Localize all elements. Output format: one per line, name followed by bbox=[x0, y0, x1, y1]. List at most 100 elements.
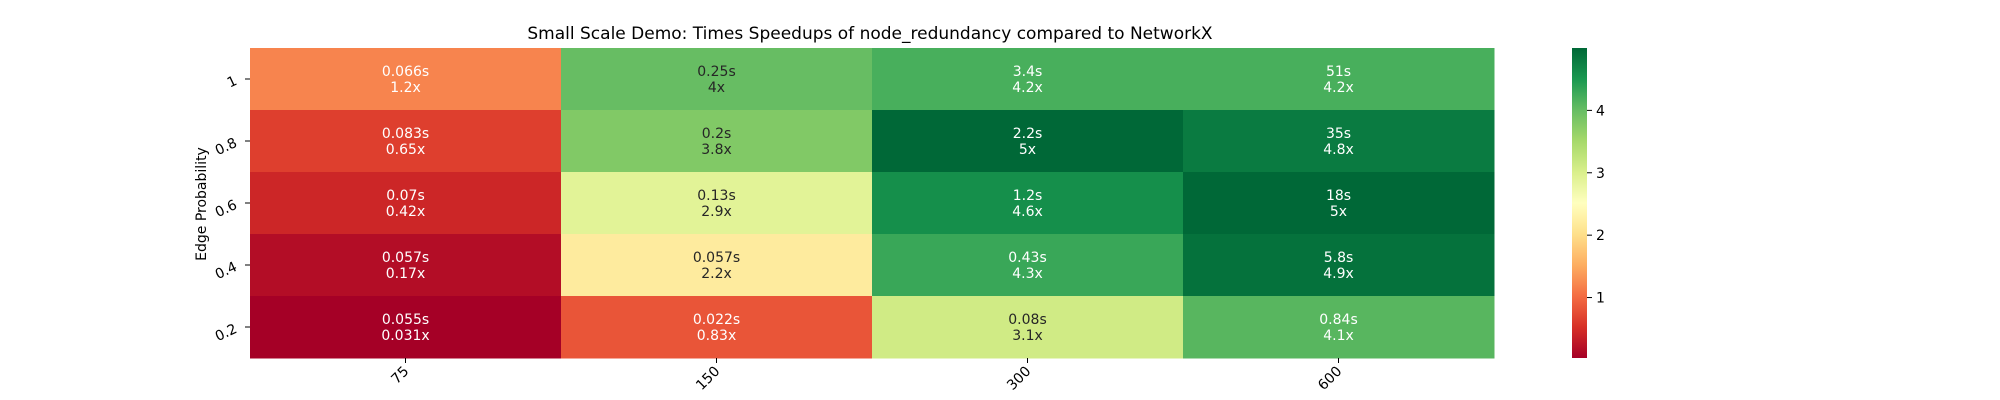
x-axis-ticks: 75 150 300 600 bbox=[388, 358, 1345, 394]
cell-speedup-label: 1.2x bbox=[390, 80, 421, 96]
cell-speedup-label: 4.9x bbox=[1323, 266, 1354, 282]
heatmap-cell-rect bbox=[872, 172, 1184, 235]
cell-time-label: 0.07s bbox=[386, 188, 424, 204]
colorbar: 1 2 3 4 bbox=[1572, 48, 1605, 358]
heatmap-cell: 3.4s4.2x bbox=[872, 48, 1184, 111]
heatmap-cell-rect bbox=[250, 110, 562, 173]
cell-time-label: 5.8s bbox=[1324, 250, 1354, 266]
colorbar-tick-label: 4 bbox=[1596, 103, 1605, 119]
cell-time-label: 0.84s bbox=[1319, 312, 1357, 328]
heatmap-cell: 0.2s3.8x bbox=[561, 110, 873, 173]
cell-time-label: 0.2s bbox=[702, 126, 732, 142]
heatmap-cell-rect bbox=[250, 234, 562, 297]
cell-time-label: 0.13s bbox=[697, 188, 735, 204]
cell-time-label: 0.08s bbox=[1008, 312, 1046, 328]
cell-time-label: 2.2s bbox=[1013, 126, 1043, 142]
heatmap-cell-rect bbox=[1183, 172, 1495, 235]
x-tick-label: 300 bbox=[1004, 364, 1034, 394]
colorbar-gradient bbox=[1572, 48, 1587, 358]
cell-speedup-label: 4.1x bbox=[1323, 328, 1354, 344]
heatmap-cells: 0.066s1.2x0.25s4x3.4s4.2x51s4.2x0.083s0.… bbox=[250, 48, 1495, 359]
cell-speedup-label: 5x bbox=[1330, 204, 1347, 220]
heatmap-cell-rect bbox=[561, 110, 873, 173]
cell-speedup-label: 4x bbox=[708, 80, 725, 96]
cell-speedup-label: 3.1x bbox=[1012, 328, 1043, 344]
colorbar-tick-label: 1 bbox=[1596, 291, 1605, 307]
cell-time-label: 0.066s bbox=[382, 64, 429, 80]
cell-time-label: 0.057s bbox=[382, 250, 429, 266]
cell-time-label: 0.083s bbox=[382, 126, 429, 142]
y-tick-label: 0.8 bbox=[213, 135, 240, 159]
x-tick-label: 150 bbox=[693, 364, 723, 394]
heatmap-cell-rect bbox=[872, 110, 1184, 173]
cell-time-label: 3.4s bbox=[1013, 64, 1043, 80]
heatmap-cell-rect bbox=[1183, 234, 1495, 297]
cell-speedup-label: 0.17x bbox=[386, 266, 425, 282]
heatmap-cell: 5.8s4.9x bbox=[1183, 234, 1495, 297]
heatmap-cell-rect bbox=[250, 296, 562, 359]
cell-speedup-label: 0.65x bbox=[386, 142, 425, 158]
heatmap-cell-rect bbox=[250, 172, 562, 235]
cell-time-label: 0.055s bbox=[382, 312, 429, 328]
cell-speedup-label: 5x bbox=[1019, 142, 1036, 158]
cell-time-label: 18s bbox=[1326, 188, 1351, 204]
heatmap-cell-rect bbox=[1183, 110, 1495, 173]
cell-time-label: 35s bbox=[1326, 126, 1351, 142]
x-tick-label: 75 bbox=[388, 364, 412, 388]
heatmap-cell-rect bbox=[872, 296, 1184, 359]
colorbar-tick-label: 3 bbox=[1596, 166, 1605, 182]
colorbar-tick-label: 2 bbox=[1596, 228, 1605, 244]
cell-speedup-label: 3.8x bbox=[701, 142, 732, 158]
heatmap-cell: 1.2s4.6x bbox=[872, 172, 1184, 235]
heatmap-cell-rect bbox=[561, 296, 873, 359]
y-tick-label: 0.6 bbox=[213, 197, 240, 221]
cell-time-label: 0.25s bbox=[697, 64, 735, 80]
x-tick-label: 600 bbox=[1315, 364, 1345, 394]
cell-speedup-label: 4.2x bbox=[1012, 80, 1043, 96]
heatmap-cell-rect bbox=[872, 234, 1184, 297]
heatmap-cell-rect bbox=[250, 48, 562, 111]
cell-speedup-label: 2.9x bbox=[701, 204, 732, 220]
y-tick-label: 0.2 bbox=[213, 321, 240, 345]
cell-speedup-label: 2.2x bbox=[701, 266, 732, 282]
cell-speedup-label: 4.6x bbox=[1012, 204, 1043, 220]
y-axis-label: Edge Probability bbox=[194, 147, 210, 261]
heatmap-cell-rect bbox=[561, 172, 873, 235]
cell-speedup-label: 4.8x bbox=[1323, 142, 1354, 158]
cell-speedup-label: 4.2x bbox=[1323, 80, 1354, 96]
cell-time-label: 51s bbox=[1326, 64, 1351, 80]
heatmap-cell-rect bbox=[561, 234, 873, 297]
y-axis-ticks: 1 0.8 0.6 0.4 0.2 bbox=[213, 73, 250, 345]
heatmap-cell-rect bbox=[1183, 296, 1495, 359]
chart-title: Small Scale Demo: Times Speedups of node… bbox=[527, 24, 1213, 44]
cell-speedup-label: 0.42x bbox=[386, 204, 425, 220]
y-tick-label: 1 bbox=[225, 73, 240, 91]
cell-speedup-label: 0.031x bbox=[381, 328, 429, 344]
y-tick-label: 0.4 bbox=[213, 259, 240, 283]
cell-time-label: 0.057s bbox=[693, 250, 740, 266]
heatmap-cell-rect bbox=[872, 48, 1184, 111]
heatmap-cell-rect bbox=[561, 48, 873, 111]
cell-time-label: 1.2s bbox=[1013, 188, 1043, 204]
cell-time-label: 0.43s bbox=[1008, 250, 1046, 266]
cell-speedup-label: 4.3x bbox=[1012, 266, 1043, 282]
heatmap-cell-rect bbox=[1183, 48, 1495, 111]
cell-time-label: 0.022s bbox=[693, 312, 740, 328]
